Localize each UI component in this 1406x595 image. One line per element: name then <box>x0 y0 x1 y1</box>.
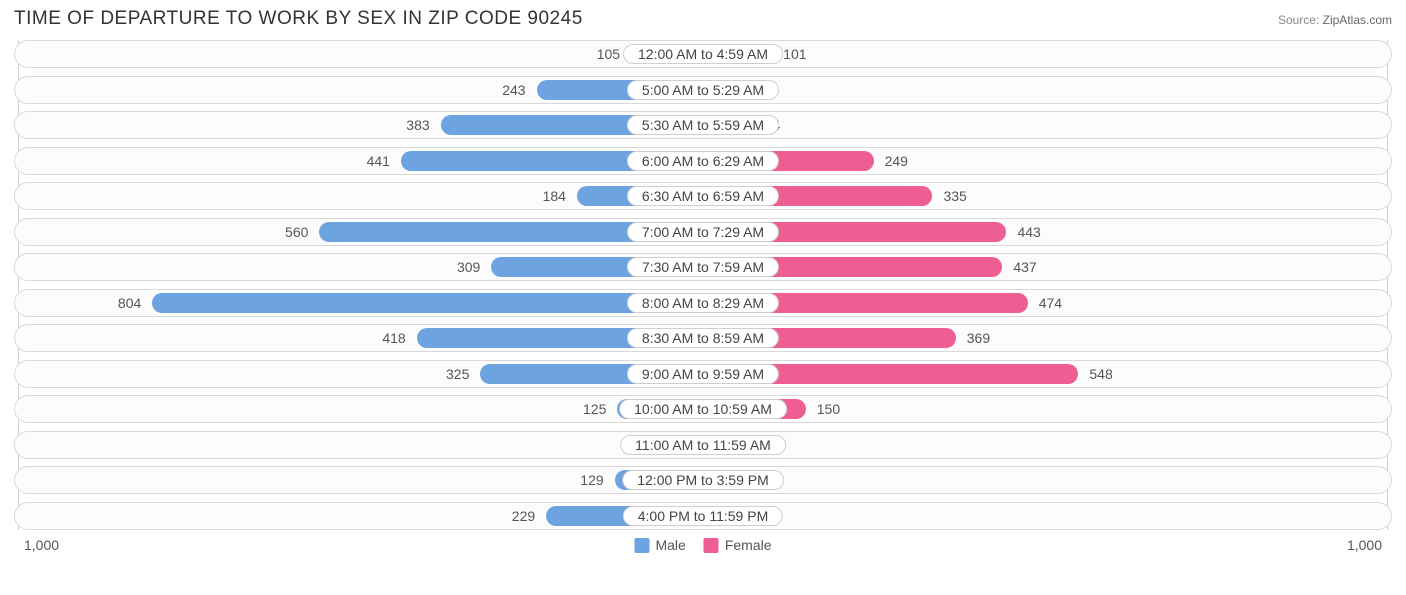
category-pill: 5:30 AM to 5:59 AM <box>627 115 779 135</box>
value-label-female: 249 <box>885 148 908 174</box>
category-pill: 8:00 AM to 8:29 AM <box>627 293 779 313</box>
chart-rows: 105 10112:00 AM to 4:59 AM 243285:00 AM to… <box>14 40 1392 530</box>
source-site: ZipAtlas.com <box>1323 13 1392 27</box>
axis-max-right: 1,000 <box>1347 537 1382 553</box>
chart-row: 243285:00 AM to 5:29 AM <box>14 76 1392 104</box>
value-label-female: 474 <box>1039 290 1062 316</box>
chart-row: 325 548 9:00 AM to 9:59 AM <box>14 360 1392 388</box>
category-pill: 7:00 AM to 7:29 AM <box>627 222 779 242</box>
category-pill: 9:00 AM to 9:59 AM <box>627 364 779 384</box>
legend-label-female: Female <box>725 537 772 553</box>
chart-footer: 1,000 1,000 Male Female <box>14 537 1392 563</box>
source-label: Source: <box>1278 13 1319 27</box>
value-label-female: 548 <box>1089 361 1112 387</box>
source-credit: Source: ZipAtlas.com <box>1278 13 1392 27</box>
category-pill: 5:00 AM to 5:29 AM <box>627 80 779 100</box>
value-label-male: 804 <box>118 290 141 316</box>
axis-max-left: 1,000 <box>24 537 59 553</box>
value-label-male: 325 <box>446 361 469 387</box>
chart-row: 309 437 7:30 AM to 7:59 AM <box>14 253 1392 281</box>
legend-item-female: Female <box>704 537 772 553</box>
chart-row: 418 369 8:30 AM to 8:59 AM <box>14 324 1392 352</box>
value-label-male: 184 <box>543 183 566 209</box>
value-label-female: 443 <box>1017 219 1040 245</box>
value-label-male: 441 <box>367 148 390 174</box>
legend-item-male: Male <box>634 537 685 553</box>
chart-row: 105 10112:00 AM to 4:59 AM <box>14 40 1392 68</box>
chart-row: 441 249 6:00 AM to 6:29 AM <box>14 147 1392 175</box>
value-label-male: 418 <box>382 325 405 351</box>
header-row: TIME OF DEPARTURE TO WORK BY SEX IN ZIP … <box>14 8 1392 30</box>
chart-row: 804 474 8:00 AM to 8:29 AM <box>14 289 1392 317</box>
legend: Male Female <box>634 537 771 553</box>
value-label-female: 335 <box>943 183 966 209</box>
category-pill: 7:30 AM to 7:59 AM <box>627 257 779 277</box>
category-pill: 12:00 AM to 4:59 AM <box>623 44 783 64</box>
chart-container: TIME OF DEPARTURE TO WORK BY SEX IN ZIP … <box>0 0 1406 595</box>
value-label-female: 369 <box>967 325 990 351</box>
value-label-female: 437 <box>1013 254 1036 280</box>
value-label-male: 129 <box>580 467 603 493</box>
value-label-male: 309 <box>457 254 480 280</box>
category-pill: 10:00 AM to 10:59 AM <box>619 399 787 419</box>
value-label-male: 105 <box>597 41 620 67</box>
chart-row: 229414:00 PM to 11:59 PM <box>14 502 1392 530</box>
legend-label-male: Male <box>655 537 685 553</box>
value-label-male: 125 <box>583 396 606 422</box>
chart-row: 560 443 7:00 AM to 7:29 AM <box>14 218 1392 246</box>
chart-row: 184 335 6:30 AM to 6:59 AM <box>14 182 1392 210</box>
chart-row: 1297712:00 PM to 3:59 PM <box>14 466 1392 494</box>
value-label-male: 229 <box>512 503 535 529</box>
category-pill: 4:00 PM to 11:59 PM <box>623 506 783 526</box>
category-pill: 11:00 AM to 11:59 AM <box>620 435 786 455</box>
chart-row: 125 150 10:00 AM to 10:59 AM <box>14 395 1392 423</box>
chart-title: TIME OF DEPARTURE TO WORK BY SEX IN ZIP … <box>14 8 583 30</box>
value-label-female: 101 <box>783 41 806 67</box>
category-pill: 12:00 PM to 3:59 PM <box>622 470 784 490</box>
category-pill: 6:30 AM to 6:59 AM <box>627 186 779 206</box>
value-label-female: 150 <box>817 396 840 422</box>
value-label-male: 243 <box>502 77 525 103</box>
value-label-male: 383 <box>406 112 429 138</box>
category-pill: 6:00 AM to 6:29 AM <box>627 151 779 171</box>
legend-swatch-female <box>704 538 719 553</box>
category-pill: 8:30 AM to 8:59 AM <box>627 328 779 348</box>
legend-swatch-male <box>634 538 649 553</box>
bar-male <box>152 293 703 313</box>
chart-row: 383745:30 AM to 5:59 AM <box>14 111 1392 139</box>
value-label-male: 560 <box>285 219 308 245</box>
chart-row: 562011:00 AM to 11:59 AM <box>14 431 1392 459</box>
